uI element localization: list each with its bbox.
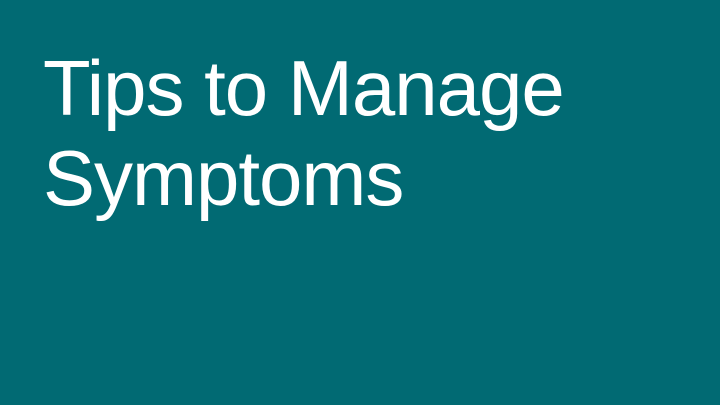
slide-title-line-1: Tips to Manage: [43, 44, 565, 132]
slide-title: Tips to Manage Symptoms: [43, 43, 565, 224]
slide-title-line-2: Symptoms: [43, 134, 404, 223]
